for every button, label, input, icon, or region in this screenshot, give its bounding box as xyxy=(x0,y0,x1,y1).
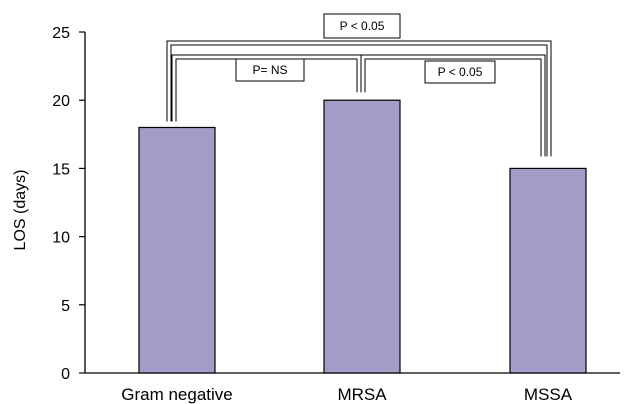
bracket xyxy=(166,40,552,157)
y-tick-label: 5 xyxy=(61,298,70,315)
bar xyxy=(138,126,216,374)
y-axis-label: LOS (days) xyxy=(12,170,29,251)
y-tick-label: 0 xyxy=(61,366,70,383)
bracket-line xyxy=(364,58,542,157)
y-tick-label: 25 xyxy=(52,25,70,42)
p-value-label: P < 0.05 xyxy=(340,19,385,33)
x-tick-label: MSSA xyxy=(524,385,573,404)
y-ticks: 0 5 10 15 20 25 xyxy=(52,25,85,383)
bars xyxy=(138,99,587,374)
bar xyxy=(509,167,587,374)
x-tick-label: MRSA xyxy=(337,385,387,404)
p-value-label: P < 0.05 xyxy=(438,65,483,79)
bracket xyxy=(360,54,546,157)
y-tick-label: 10 xyxy=(52,230,70,247)
bar xyxy=(323,99,401,374)
p-value-label: P= NS xyxy=(252,63,287,77)
bracket-line xyxy=(170,44,548,157)
x-tick-label: Gram negative xyxy=(121,385,233,404)
y-tick-label: 20 xyxy=(52,93,70,110)
x-tick-labels: Gram negative MRSA MSSA xyxy=(121,385,572,404)
p-value-box xyxy=(235,58,305,82)
y-tick-label: 15 xyxy=(52,161,70,178)
p-value-box xyxy=(323,13,401,39)
significance-brackets: P < 0.05 P= NS P < 0.05 xyxy=(166,13,552,157)
p-value-box xyxy=(424,60,496,84)
bracket-line xyxy=(166,40,552,157)
bracket-line xyxy=(360,54,546,157)
